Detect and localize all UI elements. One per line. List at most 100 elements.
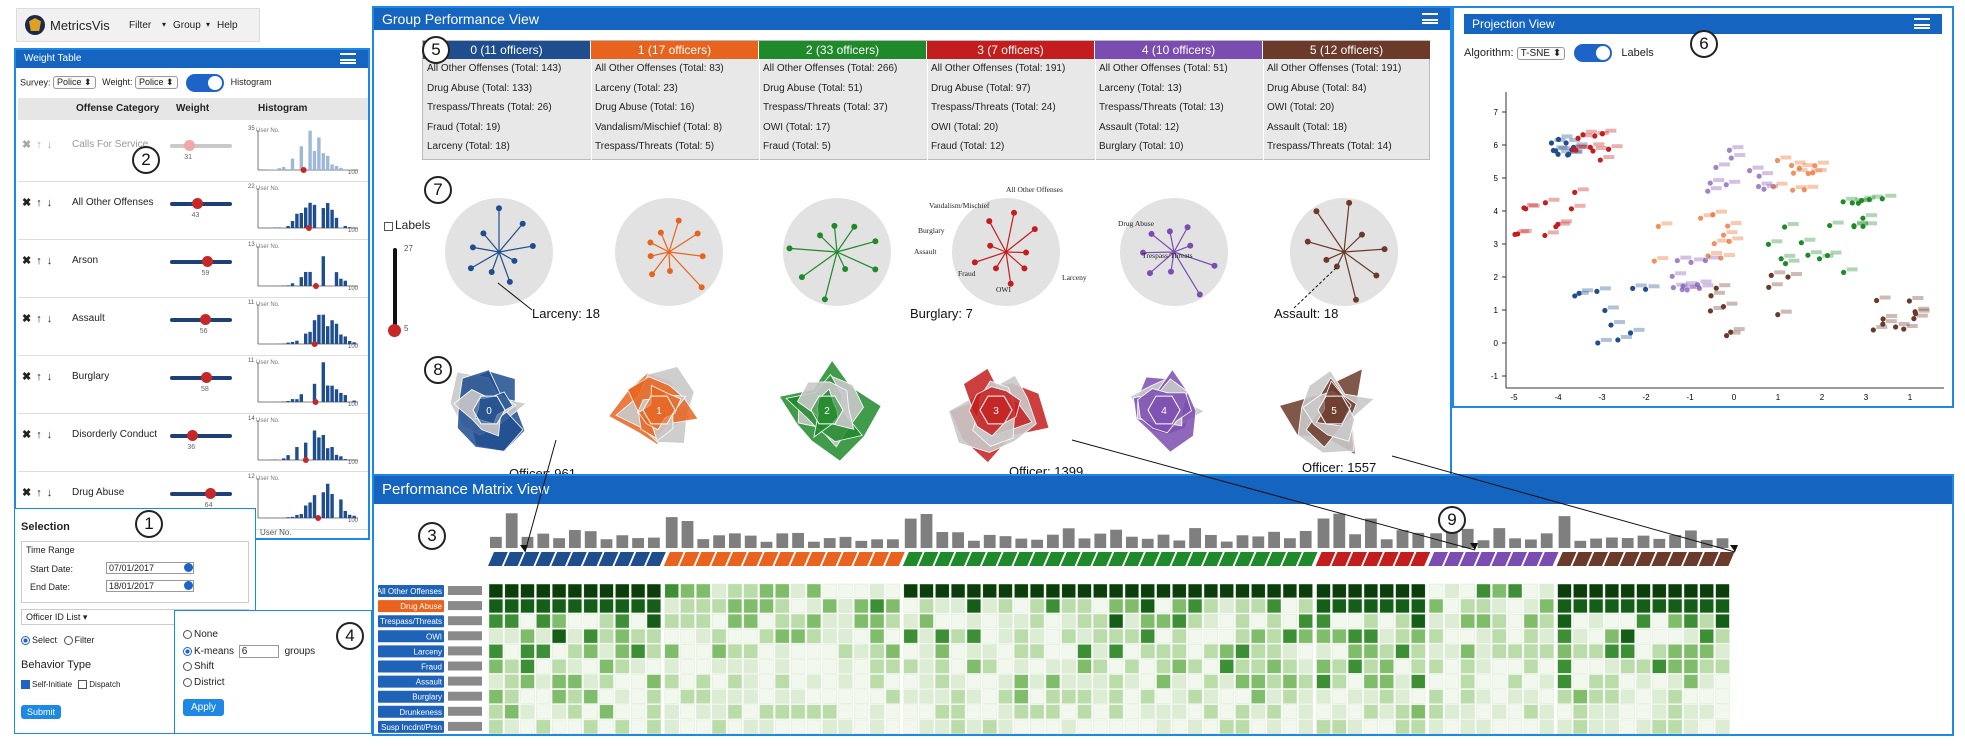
arrow-up-icon[interactable]: ↑: [36, 139, 42, 151]
shift-radio[interactable]: [183, 661, 192, 671]
arrow-up-icon[interactable]: ↑: [36, 371, 42, 383]
matrix-cell: [966, 613, 982, 629]
projection-point-label-mark: [1718, 162, 1730, 167]
menu-filter[interactable]: Filter: [129, 20, 152, 31]
star-point: [986, 218, 993, 225]
time-range-label[interactable]: Time Range: [26, 545, 75, 555]
arrow-down-icon[interactable]: ↓: [46, 255, 53, 267]
end-date-input[interactable]: 18/01/2017: [106, 580, 194, 592]
weight-slider-track[interactable]: [170, 434, 232, 438]
projection-point-label-mark: [1885, 319, 1897, 324]
matrix-cell: [1667, 719, 1683, 734]
apply-button[interactable]: Apply: [183, 699, 225, 716]
vertical-slider-track[interactable]: [393, 248, 397, 330]
histogram-toggle[interactable]: [186, 74, 225, 92]
weight-slider-track[interactable]: [170, 144, 232, 148]
arrow-down-icon[interactable]: ↓: [46, 197, 53, 209]
menu-icon[interactable]: [1422, 13, 1438, 24]
projection-point-label-mark: [1752, 165, 1764, 170]
projection-labels-toggle[interactable]: [1574, 44, 1613, 62]
hist-bar: [290, 158, 295, 170]
weight-slider-track[interactable]: [170, 260, 232, 264]
arrow-up-icon[interactable]: ↑: [36, 313, 42, 325]
matrix-cell: [696, 598, 711, 614]
dispatch-checkbox[interactable]: [78, 680, 88, 690]
arrow-down-icon[interactable]: ↓: [46, 371, 53, 383]
arrow-down-icon[interactable]: ↓: [46, 313, 53, 325]
matrix-cell: [1061, 674, 1076, 689]
calendar-icon[interactable]: [184, 563, 193, 572]
star-spoke: [1343, 234, 1363, 253]
arrow-up-icon[interactable]: ↑: [36, 429, 42, 441]
x-tick-label: -2: [1642, 393, 1650, 402]
calendar-icon[interactable]: [184, 581, 193, 590]
matrix-cell: [551, 674, 567, 689]
none-radio[interactable]: [183, 629, 192, 639]
weight-slider-handle[interactable]: [187, 430, 199, 441]
option-district[interactable]: District: [183, 677, 225, 688]
arrow-down-icon[interactable]: ↓: [46, 429, 53, 441]
algorithm-select[interactable]: T-SNE ⬍: [1516, 46, 1566, 60]
self-initiate-checkbox[interactable]: [21, 680, 30, 690]
weight-slider-handle[interactable]: [191, 198, 203, 209]
close-icon[interactable]: ✖: [22, 313, 32, 325]
weight-slider-handle[interactable]: [204, 488, 216, 499]
kmeans-radio[interactable]: [183, 646, 192, 656]
matrix-cell: [1316, 674, 1331, 689]
district-radio[interactable]: [183, 677, 192, 687]
officer-column-label: [488, 552, 508, 566]
matrix-cell: [1588, 613, 1604, 629]
matrix-cell: [1298, 598, 1313, 614]
option-none[interactable]: None: [183, 629, 218, 640]
cluster-item: Trespass/Threats (Total: 26): [427, 102, 552, 113]
start-date-input[interactable]: 07/01/2017: [106, 562, 194, 574]
star-spoke: [1343, 251, 1357, 300]
matrix-cell: [950, 613, 966, 629]
matrix-cell: [646, 583, 662, 599]
arrow-up-icon[interactable]: ↑: [36, 487, 42, 499]
weight-slider-handle[interactable]: [201, 256, 213, 267]
filter-radio[interactable]: [63, 636, 73, 646]
group-performance-panel: Group Performance View 0 (11 officers) Al…: [372, 6, 1452, 476]
matrix-cell: [1573, 704, 1588, 719]
arrow-down-icon[interactable]: ↓: [46, 487, 53, 499]
column-total-bar: [713, 535, 725, 548]
submit-button[interactable]: Submit: [21, 705, 62, 719]
star-point: [992, 265, 999, 272]
weight-slider-handle[interactable]: [199, 314, 211, 325]
option-shift[interactable]: Shift: [183, 661, 214, 672]
matrix-cell: [1460, 659, 1475, 674]
menu-icon[interactable]: [340, 53, 356, 64]
vertical-slider-handle[interactable]: [388, 324, 401, 337]
menu-icon[interactable]: [1914, 18, 1930, 29]
weight-slider-handle[interactable]: [184, 140, 196, 151]
weight-slider-track[interactable]: [170, 492, 232, 496]
close-icon[interactable]: ✖: [22, 487, 32, 499]
menu-help[interactable]: Help: [217, 20, 238, 31]
labels-checkbox[interactable]: [384, 222, 393, 232]
close-icon[interactable]: ✖: [22, 139, 32, 151]
projection-point-label-mark: [1620, 334, 1632, 339]
close-icon[interactable]: ✖: [22, 429, 32, 441]
option-kmeans[interactable]: K-means 6 groups: [183, 645, 315, 658]
weight-slider-handle[interactable]: [200, 372, 212, 383]
arrow-up-icon[interactable]: ↑: [36, 197, 42, 209]
matrix-cell: [1539, 704, 1554, 719]
projection-point-label-mark: [1717, 238, 1729, 243]
survey-select[interactable]: Police ⬍: [53, 76, 96, 90]
matrix-cell: [1298, 583, 1313, 599]
menu-group[interactable]: Group: [173, 20, 201, 31]
close-icon[interactable]: ✖: [22, 255, 32, 267]
close-icon[interactable]: ✖: [22, 197, 32, 209]
select-radio[interactable]: [21, 636, 30, 646]
hist-bar: [343, 459, 347, 460]
arrow-up-icon[interactable]: ↑: [36, 255, 42, 267]
close-icon[interactable]: ✖: [22, 371, 32, 383]
matrix-cell: [854, 644, 869, 659]
kmeans-groups-input[interactable]: 6: [238, 645, 279, 658]
matrix-cell: [1187, 659, 1203, 674]
officer-column-label: [1124, 552, 1144, 566]
arrow-down-icon[interactable]: ↓: [46, 139, 53, 151]
matrix-cell: [646, 719, 662, 734]
weight-select[interactable]: Police ⬍: [134, 76, 178, 90]
